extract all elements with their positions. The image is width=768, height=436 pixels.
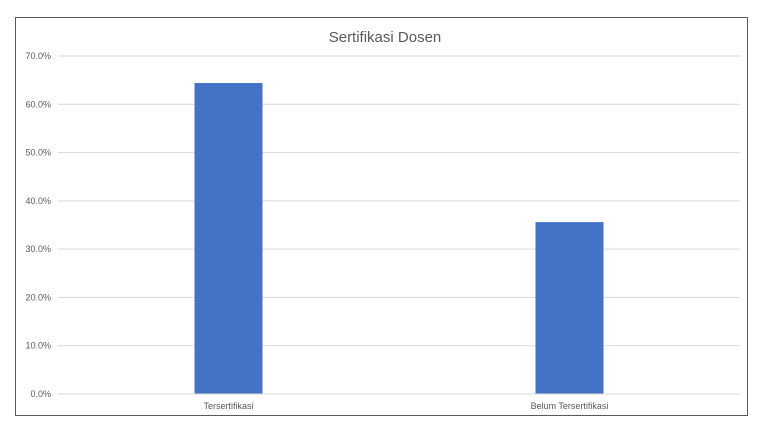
x-axis-labels: Tersertifikasi Belum Tersertifikasi (203, 401, 608, 411)
gridlines (58, 55, 740, 347)
y-tick-label: 50.0% (25, 148, 51, 158)
bar (535, 222, 604, 394)
y-tick-label: 30.0% (25, 244, 51, 254)
y-tick-label: 40.0% (25, 196, 51, 206)
x-category-label: Tersertifikasi (203, 401, 253, 411)
y-tick-label: 0.0% (30, 389, 51, 399)
y-tick-label: 70.0% (25, 51, 51, 61)
bars (194, 83, 604, 394)
chart-title: Sertifikasi Dosen (329, 29, 442, 46)
y-tick-label: 10.0% (25, 341, 51, 351)
x-category-label: Belum Tersertifikasi (531, 401, 609, 411)
y-axis-ticks: 0.0% 10.0% 20.0% 30.0% 40.0% 50.0% 60.0% 70.0% (25, 51, 51, 399)
y-tick-label: 20.0% (25, 292, 51, 302)
y-tick-label: 60.0% (25, 99, 51, 109)
chart-frame (15, 17, 748, 416)
bar (194, 83, 263, 394)
